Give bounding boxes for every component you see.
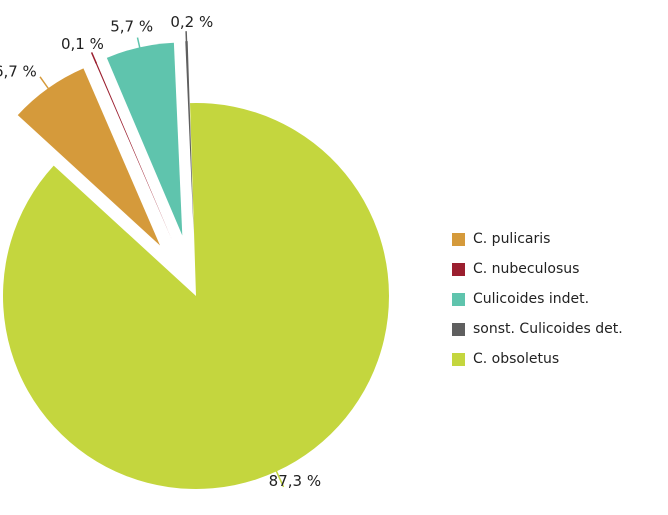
legend-swatch-c-nubeculosus xyxy=(452,262,465,276)
legend: C. pulicaris C. nubeculosus Culicoides i… xyxy=(452,228,623,378)
pie-slice-c-pulicaris xyxy=(17,68,161,246)
legend-swatch-sonst-culicoides-det xyxy=(452,322,465,336)
legend-swatch-culicoides-indet xyxy=(452,292,465,306)
slice-label-3: 0,2 % xyxy=(170,13,213,31)
leader-line-1 xyxy=(90,52,98,64)
slice-label-2: 5,7 % xyxy=(110,18,153,36)
legend-label-c-pulicaris: C. pulicaris xyxy=(473,231,551,247)
slice-label-0: 6,7 % xyxy=(0,62,37,80)
leader-line-0 xyxy=(39,76,50,91)
slice-label-1: 0,1 % xyxy=(61,35,104,53)
pie-slice-culicoides-indet xyxy=(106,42,183,236)
pie-slice-c-obsoletus xyxy=(2,103,390,489)
legend-swatch-c-pulicaris xyxy=(452,232,465,246)
legend-item-c-nubeculosus: C. nubeculosus xyxy=(452,258,623,280)
pie-slice-c-nubeculosus xyxy=(94,61,172,240)
leader-line-2 xyxy=(136,37,141,50)
legend-label-c-obsoletus: C. obsoletus xyxy=(473,351,560,367)
leader-line-4 xyxy=(274,469,285,488)
legend-label-c-nubeculosus: C. nubeculosus xyxy=(473,261,580,277)
legend-item-sonst-culicoides-det: sonst. Culicoides det. xyxy=(452,318,623,340)
legend-item-culicoides-indet: Culicoides indet. xyxy=(452,288,623,310)
legend-swatch-c-obsoletus xyxy=(452,352,465,366)
legend-label-sonst-culicoides-det: sonst. Culicoides det. xyxy=(473,321,623,337)
legend-item-c-pulicaris: C. pulicaris xyxy=(452,228,623,250)
pie-slice-sonst-culicoides-det xyxy=(185,41,194,235)
slice-label-4: 87,3 % xyxy=(269,472,321,490)
legend-item-c-obsoletus: C. obsoletus xyxy=(452,348,623,370)
legend-label-culicoides-indet: Culicoides indet. xyxy=(473,291,590,307)
